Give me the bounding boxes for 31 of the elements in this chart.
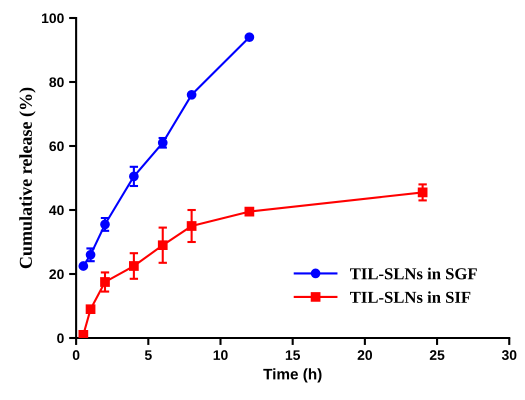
x-tick-label: 10 <box>214 350 228 360</box>
point <box>186 221 196 231</box>
x-axis-title: Time (h) <box>263 368 322 383</box>
y-tick-label: 20 <box>49 269 64 280</box>
point <box>86 250 96 260</box>
legend-label: TIL-SLNs in SIF <box>350 291 470 303</box>
point <box>78 261 88 271</box>
point <box>244 32 254 42</box>
y-axis-title: Cumulative release (%) <box>19 88 36 268</box>
point <box>78 330 88 338</box>
point <box>158 240 168 250</box>
y-tick-label: 60 <box>49 141 64 152</box>
x-tick-label: 5 <box>144 350 152 360</box>
point <box>186 90 196 100</box>
x-tick-label: 0 <box>72 350 80 360</box>
y-tick-label: 0 <box>57 333 64 344</box>
point <box>129 261 139 271</box>
point <box>129 172 139 182</box>
x-tick-label: 25 <box>430 350 444 360</box>
point <box>418 188 428 198</box>
point <box>244 206 254 216</box>
point <box>100 277 110 287</box>
x-tick-label: 15 <box>286 350 300 360</box>
y-tick-label: 80 <box>49 77 64 88</box>
x-tick-label: 20 <box>358 350 372 360</box>
x-tick-label: 30 <box>502 350 516 360</box>
y-tick-label: 100 <box>42 13 64 24</box>
point <box>100 220 110 230</box>
point <box>86 304 96 314</box>
legend-label: TIL-SLNs in SGF <box>350 268 477 280</box>
y-tick-label: 40 <box>49 205 64 216</box>
